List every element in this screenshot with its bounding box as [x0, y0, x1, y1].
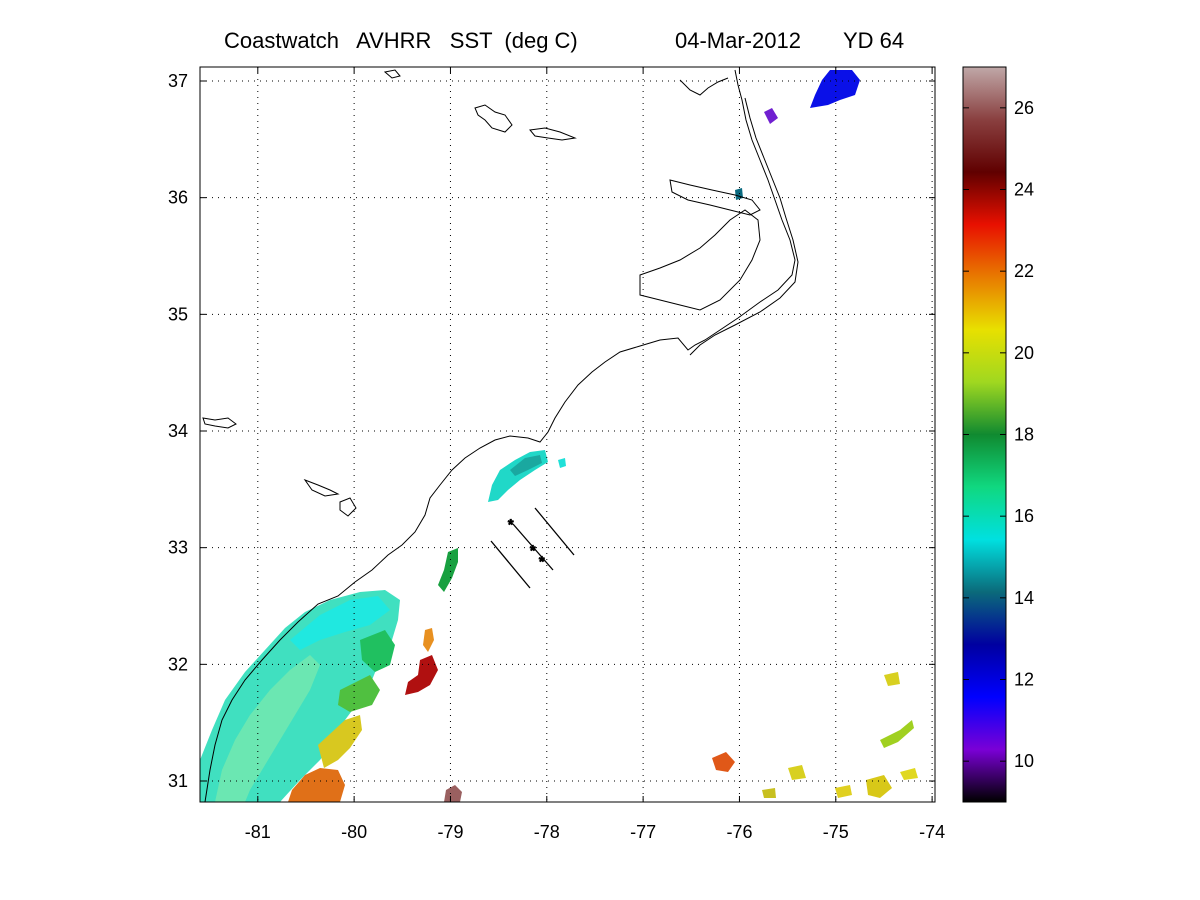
colorbar-tick-label: 14	[1014, 588, 1034, 608]
sst-se-yellow-2	[884, 672, 900, 686]
transect-lines: * * *	[490, 507, 575, 589]
transect-line-3	[534, 507, 575, 556]
lat-tick-label: 36	[168, 188, 188, 208]
station-marker-2: *	[530, 542, 536, 558]
transect-line-1	[490, 540, 531, 589]
lon-tick-label: -76	[726, 822, 752, 842]
sst-se-yellow-4	[866, 775, 892, 798]
lon-tick-label: -77	[630, 822, 656, 842]
colorbar	[962, 66, 1007, 803]
lon-tick-label: -80	[341, 822, 367, 842]
inland-lake-6	[383, 69, 401, 79]
colorbar-ticks: 10 12 14 16 18 20 22 24 26	[963, 98, 1034, 771]
lat-tick-label: 37	[168, 71, 188, 91]
station-marker-3: *	[539, 553, 545, 569]
inland-lake-2	[529, 127, 577, 141]
colorbar-tick-label: 16	[1014, 506, 1034, 526]
title-date: 04-Mar-2012	[675, 28, 801, 53]
sst-gulfstream-yellow	[318, 715, 362, 768]
inland-lake-4	[339, 497, 357, 517]
colorbar-tick-label: 24	[1014, 180, 1034, 200]
title-yearday: YD 64	[843, 28, 905, 53]
axis-ticks	[200, 67, 935, 802]
axis-labels: -81 -80 -79 -78 -77 -76 -75 -74 31 32 33 34 35 36 37	[168, 71, 945, 842]
lat-tick-label: 35	[168, 304, 188, 324]
station-marker-1: *	[508, 516, 514, 532]
chesapeake-mouth	[679, 77, 729, 96]
sst-se-yellow-1	[788, 765, 806, 780]
colorbar-tick-label: 12	[1014, 670, 1034, 690]
inland-lake-1	[474, 104, 513, 133]
lat-tick-label: 32	[168, 654, 188, 674]
sst-onslow-small	[558, 458, 566, 468]
sst-brown-patch	[444, 785, 462, 802]
sst-gulfstream-orange-2	[423, 628, 434, 652]
transect-line-2	[512, 523, 554, 571]
sst-shelf-lightgreen	[215, 655, 320, 802]
colorbar-tick-label: 20	[1014, 343, 1034, 363]
sst-se-yellow-5	[900, 768, 918, 780]
lon-tick-label: -79	[437, 822, 463, 842]
sst-data-layer	[200, 70, 918, 802]
lat-tick-label: 34	[168, 421, 188, 441]
colorbar-tick-label: 22	[1014, 261, 1034, 281]
lon-tick-label: -81	[245, 822, 271, 842]
sst-se-yellow-6	[762, 788, 776, 798]
sst-cold-violet	[764, 108, 778, 124]
albemarle-sound	[669, 179, 761, 216]
inland-lake-5	[202, 417, 237, 429]
sst-se-orange	[712, 752, 735, 772]
grid-lines	[200, 67, 935, 802]
sst-onslow-patch-teal	[510, 455, 542, 476]
sst-shelf-green-edge	[360, 630, 395, 672]
outer-banks	[689, 97, 799, 356]
sst-gulfstream-orange	[288, 768, 345, 802]
inland-lake-3	[303, 478, 340, 497]
pamlico-sound	[639, 209, 761, 311]
sst-shelf-green-edge-2	[338, 675, 380, 712]
colorbar-tick-label: 10	[1014, 751, 1034, 771]
coastline-main	[204, 69, 796, 802]
sst-cold-blue	[810, 70, 860, 108]
sst-green-near-79	[438, 548, 458, 592]
sst-se-lime	[880, 720, 914, 748]
colorbar-tick-label: 26	[1014, 98, 1034, 118]
sst-shelf-cyan	[290, 596, 390, 650]
map-frame	[199, 66, 936, 803]
lat-tick-label: 31	[168, 771, 188, 791]
colorbar-tick-label: 18	[1014, 425, 1034, 445]
coastline-layer	[202, 69, 799, 802]
sst-dark-red-patch	[405, 655, 438, 695]
lon-tick-label: -75	[823, 822, 849, 842]
title-text: Coastwatch AVHRR SST (deg C)	[224, 28, 578, 53]
sst-se-yellow-3	[835, 785, 852, 798]
lon-tick-label: -74	[919, 822, 945, 842]
lat-tick-label: 33	[168, 538, 188, 558]
plot-title: Coastwatch AVHRR SST (deg C) 04-Mar-2012…	[0, 0, 1200, 60]
lon-tick-label: -78	[534, 822, 560, 842]
